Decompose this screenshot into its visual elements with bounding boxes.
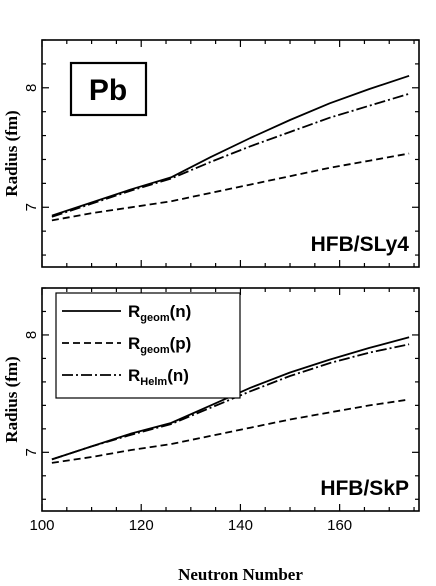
- legend-entry: RHelm(n): [128, 366, 189, 388]
- y-tick-label: 7: [23, 448, 40, 456]
- series-line-dash-dot: [51, 92, 410, 218]
- y-tick-label: 7: [23, 203, 40, 211]
- y-tick-label: 8: [23, 84, 40, 92]
- x-tick-label: 100: [29, 517, 54, 534]
- y-axis-title: Radius (fm): [2, 356, 21, 442]
- plot-frame: [41, 287, 420, 512]
- element-label: Pb: [89, 74, 127, 107]
- panel-skp: 7 8 100 120 140 160 Radius (fm) Neutron Number H…: [2, 287, 420, 584]
- x-tick-label: 160: [327, 517, 352, 534]
- legend-entry: Rgeom(n): [128, 302, 191, 324]
- series-line-dash-dot: [51, 343, 410, 461]
- series-line-solid: [51, 74, 410, 217]
- series-line-dashed: [51, 398, 410, 464]
- plot-frame: [41, 39, 420, 268]
- element-label-box: [69, 61, 148, 117]
- series-line-dashed: [51, 152, 410, 222]
- panel-label: HFB/SkP: [320, 477, 409, 500]
- y-axis-title: Radius (fm): [2, 110, 21, 196]
- x-axis-title: Neutron Number: [178, 565, 303, 584]
- panel-label: HFB/SLy4: [311, 233, 410, 256]
- x-tick-label: 120: [129, 517, 154, 534]
- x-tick-label: 140: [228, 517, 253, 534]
- legend-entry: Rgeom(p): [128, 334, 191, 356]
- y-tick-label: 8: [23, 331, 40, 339]
- panel-sly4: 7 8 Radius (fm) HFB/SLy4 Pb: [2, 39, 420, 268]
